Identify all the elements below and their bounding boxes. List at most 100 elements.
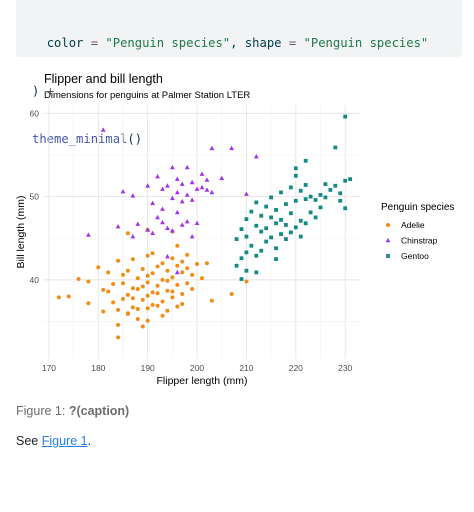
point-gentoo (244, 250, 249, 255)
point-gentoo (293, 225, 298, 230)
chart-title: Flipper and bill length (44, 72, 163, 86)
point-gentoo (244, 268, 249, 273)
chart-subtitle: Dimensions for penguins at Palmer Statio… (44, 90, 250, 101)
caption-label: ?(caption) (68, 404, 130, 418)
point-chinstrap (174, 269, 180, 275)
point-adelie (101, 287, 106, 292)
point-chinstrap (184, 164, 190, 170)
point-adelie (155, 291, 160, 296)
point-chinstrap (165, 183, 170, 188)
point-adelie (121, 281, 125, 286)
point-chinstrap (174, 176, 180, 181)
point-gentoo (293, 173, 298, 178)
code-line-3: theme_minimal() (32, 132, 143, 146)
point-adelie (150, 290, 155, 295)
point-chinstrap (199, 184, 205, 190)
point-chinstrap (189, 233, 195, 239)
point-adelie (209, 298, 214, 303)
point-chinstrap (169, 228, 175, 233)
point-adelie (229, 292, 234, 297)
point-gentoo (254, 223, 259, 228)
point-adelie (145, 253, 150, 258)
point-chinstrap (253, 154, 259, 159)
legend-label-adelie: Adelie (401, 220, 425, 230)
point-chinstrap (135, 221, 141, 226)
point-gentoo (284, 202, 288, 207)
point-chinstrap (160, 186, 165, 191)
point-chinstrap (244, 191, 249, 196)
point-adelie (121, 272, 125, 277)
point-gentoo (254, 253, 259, 258)
point-adelie (180, 302, 185, 307)
point-chinstrap (194, 220, 200, 226)
point-adelie (175, 263, 180, 268)
point-gentoo (318, 193, 323, 197)
point-gentoo (269, 215, 274, 220)
legend-title: Penguin species (381, 202, 454, 213)
point-adelie (111, 282, 116, 287)
point-chinstrap (100, 127, 106, 132)
point-gentoo (249, 243, 254, 248)
point-chinstrap (160, 206, 165, 211)
point-chinstrap (150, 200, 156, 206)
x-tick-label: 220 (289, 363, 303, 373)
point-adelie (116, 335, 121, 340)
scatter-chart: 170 180 190 200 210 220 230 40 50 60 Flipper and b… (15, 72, 454, 387)
point-chinstrap (120, 189, 126, 194)
point-adelie (111, 300, 116, 305)
point-gentoo (274, 221, 278, 226)
point-adelie (125, 312, 130, 317)
legend-label-gentoo: Gentoo (401, 251, 429, 261)
point-chinstrap (130, 193, 136, 198)
point-adelie (150, 302, 155, 307)
point-gentoo (234, 263, 239, 268)
point-gentoo (249, 209, 254, 214)
point-gentoo (274, 208, 278, 212)
point-adelie (160, 261, 165, 266)
point-chinstrap (179, 181, 185, 186)
point-adelie (160, 313, 165, 318)
point-adelie (125, 292, 130, 297)
point-adelie (170, 256, 175, 261)
legend-key-chinstrap (385, 237, 391, 243)
y-tick-label: 60 (30, 108, 40, 118)
point-gentoo (284, 223, 288, 227)
legend-label-chinstrap: Chinstrap (401, 236, 438, 246)
point-gentoo (333, 145, 338, 150)
figure-1-link[interactable]: Figure 1 (41, 434, 88, 448)
point-chinstrap (160, 219, 165, 225)
point-chinstrap (174, 209, 180, 215)
x-axis-label: Flipper length (mm) (156, 375, 247, 387)
y-tick-label: 40 (30, 275, 40, 285)
point-adelie (150, 251, 155, 256)
point-adelie (130, 286, 135, 291)
point-chinstrap (155, 174, 160, 179)
point-adelie (175, 243, 180, 248)
code-block: color = "Penguin species", shape = "Peng… (16, 0, 462, 146)
point-gentoo (254, 270, 259, 275)
point-chinstrap (209, 145, 215, 151)
point-adelie (106, 289, 111, 294)
y-axis-label: Bill length (mm) (15, 196, 27, 269)
point-adelie (195, 262, 200, 267)
point-gentoo (303, 221, 308, 226)
point-adelie (145, 280, 150, 285)
point-chinstrap (189, 197, 195, 202)
point-adelie (180, 259, 185, 264)
point-adelie (185, 281, 190, 286)
point-adelie (130, 296, 135, 301)
point-adelie (165, 288, 170, 293)
point-adelie (185, 266, 190, 271)
point-adelie (170, 295, 175, 300)
point-chinstrap (174, 189, 180, 195)
point-chinstrap (130, 233, 136, 239)
point-adelie (140, 267, 145, 272)
point-adelie (244, 279, 249, 284)
point-adelie (165, 268, 170, 273)
point-adelie (200, 276, 204, 281)
point-adelie (130, 257, 135, 262)
point-gentoo (244, 217, 249, 221)
point-chinstrap (86, 232, 91, 237)
point-gentoo (308, 210, 313, 215)
x-tick-label: 190 (141, 363, 155, 373)
